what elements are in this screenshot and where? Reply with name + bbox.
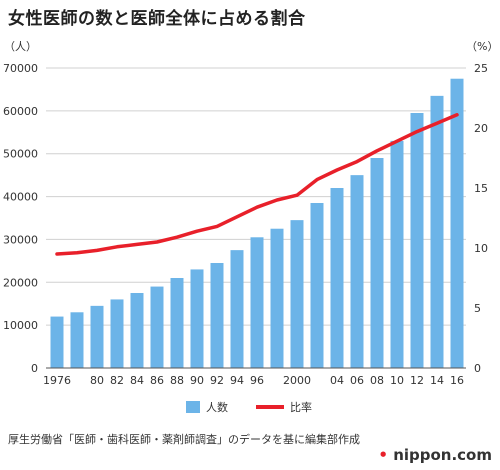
left-tick-label: 30000 [3,233,38,246]
bar [450,78,464,368]
bar [150,286,164,368]
x-tick-label: 80 [90,374,104,387]
right-axis-ticks: 0 5 10 15 20 25 [474,62,488,375]
right-tick-label: 20 [474,122,488,135]
legend-line-label: 比率 [290,400,312,414]
left-tick-label: 60000 [3,105,38,118]
right-tick-label: 0 [474,362,481,375]
left-tick-label: 20000 [3,276,38,289]
right-axis-unit: （%） [466,40,498,53]
bar [350,175,364,368]
bar [210,263,224,368]
bar [370,158,384,368]
right-tick-label: 5 [474,302,481,315]
left-tick-label: 10000 [3,319,38,332]
source-note: 厚生労働省「医師・歯科医師・薬剤師調査」のデータを基に編集部作成 [8,433,360,446]
x-tick-label: 94 [230,374,244,387]
x-tick-label: 04 [330,374,344,387]
bar [50,316,64,368]
x-tick-label: 86 [150,374,164,387]
bar [190,269,204,368]
bar [90,305,104,368]
bar [250,237,264,368]
bar [390,140,404,368]
x-tick-label: 10 [390,374,404,387]
bar [410,113,424,368]
bar [330,188,344,368]
x-tick-label: 90 [190,374,204,387]
legend-bar-swatch [186,401,200,413]
bar [290,220,304,368]
brand-name: nippon.com [393,446,492,464]
left-tick-label: 70000 [3,62,38,75]
right-tick-label: 25 [474,62,488,75]
brand-dot: • [378,446,388,464]
x-tick-label: 2000 [283,374,311,387]
legend: 人数 比率 [186,400,312,414]
x-tick-label: 08 [370,374,384,387]
bar [230,250,244,368]
x-tick-label: 92 [210,374,224,387]
bar [170,278,184,368]
x-tick-label: 16 [450,374,464,387]
rate-line [55,113,459,256]
left-tick-label: 0 [31,362,38,375]
bar [110,299,124,368]
x-tick-label: 12 [410,374,424,387]
right-tick-label: 15 [474,182,488,195]
x-tick-label: 06 [350,374,364,387]
chart-title: 女性医師の数と医師全体に占める割合 [8,9,306,29]
legend-line-swatch [256,405,284,409]
brand-logo: • nippon.com [378,446,492,464]
bar [430,95,444,368]
bar [310,203,324,368]
x-tick-label: 1976 [43,374,71,387]
bar [270,228,284,368]
right-tick-label: 10 [474,242,488,255]
x-tick-label: 88 [170,374,184,387]
x-tick-label: 82 [110,374,124,387]
x-axis-ticks: 1976 80 82 84 86 88 90 92 94 96 2000 04 06 08 10 12 14 16 [43,374,464,387]
x-tick-label: 14 [430,374,444,387]
left-tick-label: 50000 [3,148,38,161]
left-axis-ticks: 0 10000 20000 30000 40000 50000 60000 70000 [3,62,38,375]
bar [70,312,84,368]
x-tick-label: 84 [130,374,144,387]
left-tick-label: 40000 [3,191,38,204]
bar-series [50,78,464,368]
legend-bar-label: 人数 [206,401,228,414]
bar [130,293,144,368]
x-tick-label: 96 [250,374,264,387]
left-axis-unit: （人） [4,40,37,53]
